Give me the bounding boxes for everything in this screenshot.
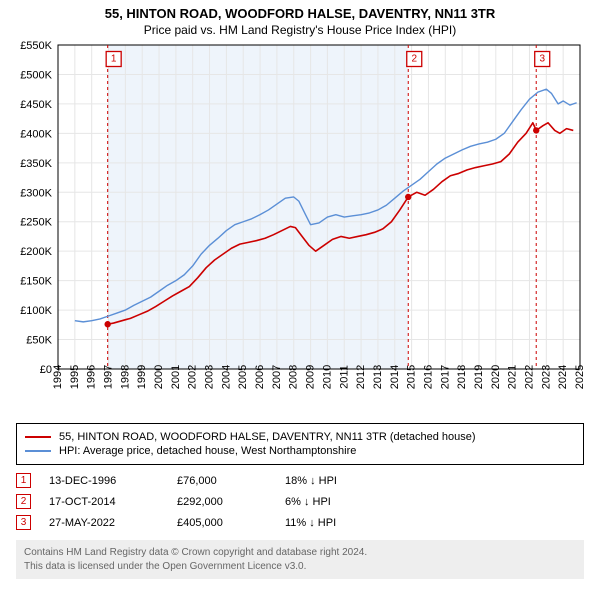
event-note: 18% ↓ HPI [285, 475, 337, 487]
svg-text:2020: 2020 [490, 365, 502, 389]
svg-text:2012: 2012 [355, 365, 367, 389]
svg-text:1998: 1998 [119, 365, 131, 389]
svg-text:£450K: £450K [20, 99, 52, 111]
svg-text:2003: 2003 [204, 365, 216, 389]
svg-text:£500K: £500K [20, 69, 52, 81]
svg-text:£300K: £300K [20, 187, 52, 199]
svg-text:2016: 2016 [422, 365, 434, 389]
svg-text:2001: 2001 [170, 365, 182, 389]
svg-text:2: 2 [411, 54, 417, 65]
event-marker: 1 [16, 473, 31, 488]
legend-item: 55, HINTON ROAD, WOODFORD HALSE, DAVENTR… [25, 431, 575, 443]
svg-text:£250K: £250K [20, 217, 52, 229]
event-row: 3 27-MAY-2022 £405,000 11% ↓ HPI [16, 515, 584, 530]
legend-swatch [25, 450, 51, 452]
svg-text:£100K: £100K [20, 305, 52, 317]
page: 55, HINTON ROAD, WOODFORD HALSE, DAVENTR… [0, 0, 600, 579]
price-chart: £0 £50K £100K £150K £200K £250K £300K £350K £400… [0, 37, 600, 417]
event-marker: 3 [16, 515, 31, 530]
svg-text:2013: 2013 [372, 365, 384, 389]
event-table: 1 13-DEC-1996 £76,000 18% ↓ HPI 2 17-OCT-2014… [16, 473, 584, 530]
chart-container: £0 £50K £100K £150K £200K £250K £300K £350K £400… [0, 37, 600, 417]
svg-text:2023: 2023 [540, 365, 552, 389]
event-date: 27-MAY-2022 [49, 517, 159, 529]
svg-text:£200K: £200K [20, 246, 52, 258]
event-price: £292,000 [177, 496, 267, 508]
legend-label: HPI: Average price, detached house, West… [59, 445, 356, 457]
svg-text:2007: 2007 [271, 365, 283, 389]
event-price: £405,000 [177, 517, 267, 529]
event-date: 17-OCT-2014 [49, 496, 159, 508]
svg-text:2000: 2000 [153, 365, 165, 389]
svg-text:2014: 2014 [389, 365, 401, 389]
chart-titles: 55, HINTON ROAD, WOODFORD HALSE, DAVENTR… [0, 0, 600, 37]
svg-text:£150K: £150K [20, 276, 52, 288]
svg-text:£50K: £50K [26, 335, 52, 347]
footer-line2: This data is licensed under the Open Gov… [24, 560, 576, 574]
svg-text:1: 1 [111, 54, 117, 65]
svg-text:£400K: £400K [20, 128, 52, 140]
legend-swatch [25, 436, 51, 438]
svg-text:2021: 2021 [507, 365, 519, 389]
svg-text:2018: 2018 [456, 365, 468, 389]
chart-legend: 55, HINTON ROAD, WOODFORD HALSE, DAVENTR… [16, 423, 584, 465]
legend-label: 55, HINTON ROAD, WOODFORD HALSE, DAVENTR… [59, 431, 476, 443]
svg-text:1999: 1999 [136, 365, 148, 389]
svg-text:2010: 2010 [321, 365, 333, 389]
svg-text:1995: 1995 [69, 365, 81, 389]
svg-text:2002: 2002 [187, 365, 199, 389]
event-note: 6% ↓ HPI [285, 496, 331, 508]
svg-text:2004: 2004 [220, 365, 232, 389]
svg-text:2015: 2015 [406, 365, 418, 389]
footer-line1: Contains HM Land Registry data © Crown c… [24, 546, 576, 560]
svg-text:2022: 2022 [523, 365, 535, 389]
chart-title-address: 55, HINTON ROAD, WOODFORD HALSE, DAVENTR… [0, 6, 600, 21]
svg-text:2017: 2017 [439, 365, 451, 389]
event-marker: 2 [16, 494, 31, 509]
svg-text:1996: 1996 [86, 365, 98, 389]
event-row: 1 13-DEC-1996 £76,000 18% ↓ HPI [16, 473, 584, 488]
footer-attribution: Contains HM Land Registry data © Crown c… [16, 540, 584, 579]
event-row: 2 17-OCT-2014 £292,000 6% ↓ HPI [16, 494, 584, 509]
svg-text:£350K: £350K [20, 158, 52, 170]
svg-text:£550K: £550K [20, 40, 52, 52]
svg-text:2009: 2009 [305, 365, 317, 389]
svg-text:2019: 2019 [473, 365, 485, 389]
svg-text:£0: £0 [40, 364, 52, 376]
event-date: 13-DEC-1996 [49, 475, 159, 487]
legend-item: HPI: Average price, detached house, West… [25, 445, 575, 457]
svg-text:2024: 2024 [557, 365, 569, 389]
svg-text:1997: 1997 [103, 365, 115, 389]
svg-text:2006: 2006 [254, 365, 266, 389]
svg-text:2008: 2008 [288, 365, 300, 389]
chart-subtitle: Price paid vs. HM Land Registry's House … [0, 23, 600, 37]
svg-text:3: 3 [539, 54, 545, 65]
svg-text:2005: 2005 [237, 365, 249, 389]
event-price: £76,000 [177, 475, 267, 487]
event-note: 11% ↓ HPI [285, 517, 336, 529]
